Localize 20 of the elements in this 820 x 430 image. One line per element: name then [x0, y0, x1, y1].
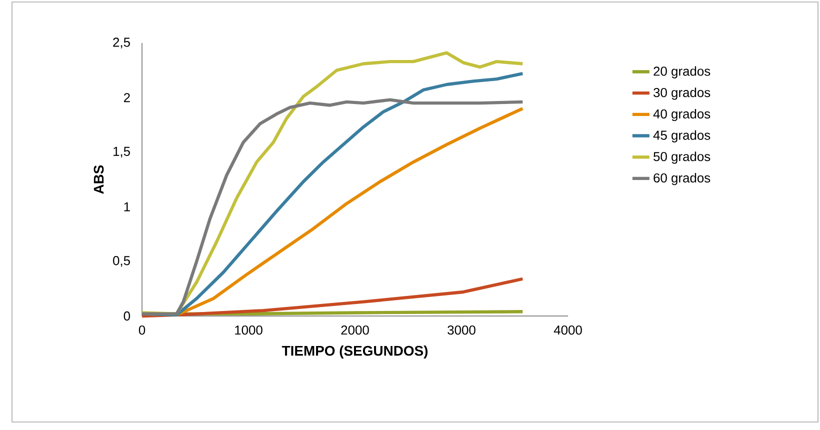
line-series	[140, 277, 524, 318]
y-tick-label: 2	[124, 93, 130, 102]
x-axis-title: TIEMPO (SEGUNDOS)	[282, 345, 428, 358]
y-tick-label: 1,5	[113, 146, 130, 158]
y-tick-label: 2,5	[113, 38, 130, 48]
legend-label: 30 grados	[654, 88, 710, 100]
y-tick-label: 1	[124, 202, 130, 212]
x-tick-label: 1000	[235, 325, 262, 335]
legend-label: 50 grados	[654, 152, 710, 164]
y-axis-title: ABS	[94, 165, 104, 194]
y-tick-label: 0	[124, 311, 130, 321]
x-tick-label: 2000	[341, 325, 369, 335]
legend-label: 20 grados	[654, 66, 710, 78]
y-tick-label: 0,5	[113, 256, 130, 267]
x-tick-label: 4000	[554, 325, 582, 335]
x-tick-label: 0	[138, 325, 146, 335]
legend-label: 45 grados	[653, 130, 710, 142]
legend-label: 40 grados	[653, 108, 710, 122]
x-tick-label: 3000	[448, 325, 476, 335]
legend-label: 60 grados	[654, 172, 710, 186]
